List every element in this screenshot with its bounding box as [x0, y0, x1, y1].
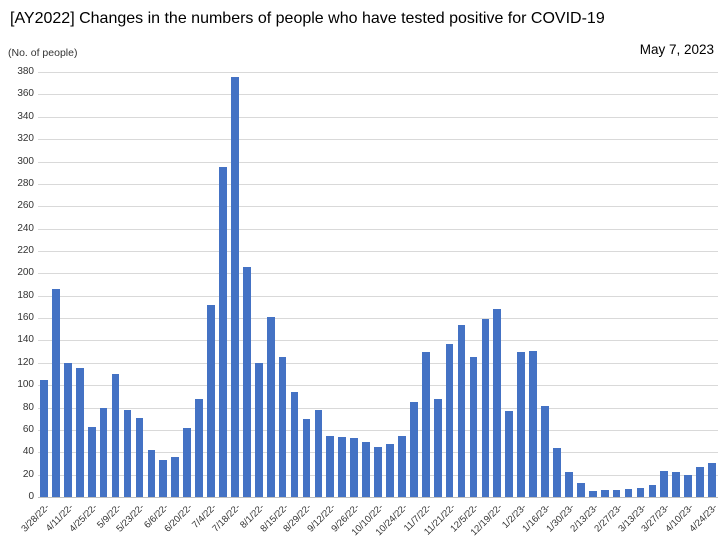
bar — [374, 446, 382, 497]
bar — [40, 379, 48, 497]
y-tick-label: 0 — [28, 491, 34, 502]
y-tick-label: 340 — [17, 110, 34, 122]
y-tick-label: 240 — [17, 222, 34, 234]
bar — [421, 351, 430, 497]
bar — [672, 472, 681, 497]
bar — [433, 398, 442, 497]
bar — [266, 316, 275, 497]
bar — [517, 351, 526, 497]
bar — [350, 437, 359, 497]
y-tick-label: 20 — [22, 468, 34, 480]
gridline — [38, 161, 718, 163]
bar — [648, 484, 657, 497]
bar — [386, 444, 394, 497]
bar — [63, 362, 72, 497]
bar — [612, 490, 621, 497]
gridline — [38, 94, 718, 96]
bar — [219, 167, 227, 497]
bar — [600, 490, 609, 497]
gridline — [38, 139, 718, 141]
bar — [207, 304, 215, 497]
y-tick-label: 80 — [22, 401, 34, 413]
bar — [469, 357, 478, 497]
bar — [493, 309, 502, 497]
bar — [52, 289, 60, 497]
bar — [75, 368, 84, 497]
bar — [254, 362, 263, 497]
y-tick-label: 180 — [17, 289, 34, 301]
bar — [278, 357, 287, 497]
y-tick-label: 320 — [17, 133, 34, 145]
gridline — [38, 228, 718, 230]
bar — [326, 435, 335, 497]
bar — [481, 319, 490, 497]
bar — [87, 426, 96, 497]
gridline — [38, 429, 718, 431]
bar — [708, 463, 716, 497]
y-axis-units-label: (No. of people) — [8, 47, 78, 59]
bar — [195, 398, 203, 497]
bar — [529, 350, 537, 497]
bar — [314, 409, 323, 497]
bar — [242, 266, 251, 497]
gridline — [38, 340, 718, 342]
bar — [445, 343, 454, 497]
bar — [588, 491, 597, 497]
bar — [338, 436, 347, 497]
bar — [684, 474, 693, 497]
gridline — [38, 385, 718, 387]
bar — [553, 447, 561, 497]
gridline — [38, 116, 718, 118]
date-annotation: May 7, 2023 — [639, 42, 714, 57]
bar — [457, 324, 466, 497]
y-tick-label: 40 — [22, 446, 34, 458]
bar — [636, 488, 645, 497]
bar — [660, 471, 669, 497]
bar — [565, 472, 573, 497]
bar — [696, 466, 704, 497]
y-tick-label: 360 — [17, 88, 34, 100]
bar — [111, 374, 120, 497]
y-tick-label: 260 — [17, 200, 34, 212]
bar — [135, 417, 144, 497]
bar — [123, 409, 132, 497]
gridline — [38, 72, 718, 73]
gridline — [38, 273, 718, 275]
y-tick-label: 220 — [17, 244, 34, 256]
bar — [409, 401, 418, 497]
bar — [147, 450, 156, 497]
bar — [99, 407, 108, 497]
bar — [302, 418, 311, 497]
y-tick-label: 200 — [17, 267, 34, 279]
gridline — [38, 362, 718, 364]
gridline — [38, 497, 718, 498]
bar — [183, 427, 191, 497]
bar — [624, 489, 633, 497]
gridline — [38, 183, 718, 185]
chart-title: [AY2022] Changes in the numbers of peopl… — [10, 10, 605, 27]
bar — [171, 456, 180, 497]
bar — [505, 410, 514, 497]
y-tick-label: 100 — [17, 379, 34, 391]
y-tick-label: 300 — [17, 155, 34, 167]
y-tick-label: 120 — [17, 356, 34, 368]
bar — [576, 482, 585, 497]
y-tick-label: 380 — [17, 66, 34, 77]
bar — [290, 391, 299, 497]
gridline — [38, 295, 718, 297]
bar — [159, 460, 168, 497]
gridline — [38, 407, 718, 409]
y-tick-label: 60 — [22, 423, 34, 435]
gridline — [38, 250, 718, 252]
gridline — [38, 318, 718, 320]
bar — [362, 442, 370, 497]
y-tick-label: 160 — [17, 312, 34, 324]
bar — [541, 406, 549, 497]
bar — [398, 435, 406, 497]
y-tick-label: 140 — [17, 334, 34, 346]
gridline — [38, 206, 718, 208]
bar — [231, 76, 239, 497]
y-tick-label: 280 — [17, 177, 34, 189]
